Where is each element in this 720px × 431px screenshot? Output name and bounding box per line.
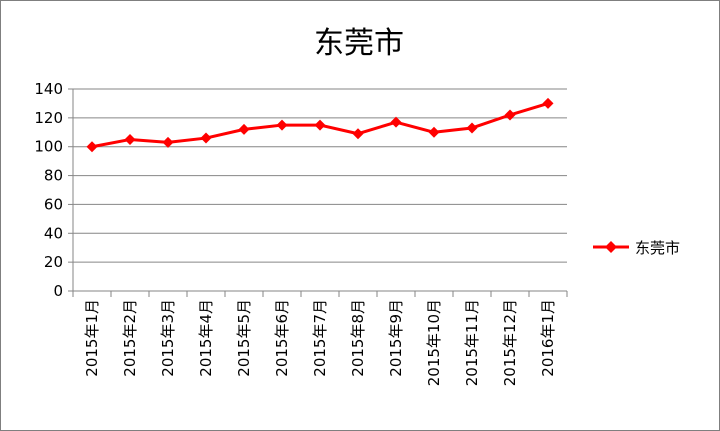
x-tick-label: 2015年3月: [159, 299, 177, 377]
data-point-marker: [200, 132, 212, 144]
y-tick-label: 0: [53, 282, 63, 300]
data-point-marker: [162, 136, 174, 148]
data-point-marker: [542, 97, 554, 109]
x-tick-label: 2015年2月: [121, 299, 139, 377]
data-point-marker: [428, 126, 440, 138]
data-point-marker: [276, 119, 288, 131]
y-tick-label: 60: [44, 195, 63, 213]
data-point-marker: [124, 134, 136, 145]
x-tick-label: 2015年12月: [501, 299, 519, 386]
y-tick-label: 20: [44, 253, 63, 271]
legend-marker: [605, 241, 617, 253]
legend-label: 东莞市: [635, 239, 680, 257]
x-tick-label: 2015年4月: [197, 299, 215, 377]
chart-title: 东莞市: [314, 26, 404, 61]
legend: 东莞市: [593, 239, 680, 257]
x-tick-label: 2015年1月: [83, 299, 101, 377]
x-tick-label: 2015年5月: [235, 299, 253, 377]
x-tick-label: 2015年9月: [387, 299, 405, 377]
y-tick-label: 100: [34, 138, 63, 156]
gridlines: [73, 88, 567, 292]
data-point-marker: [352, 128, 364, 140]
x-tick-label: 2015年7月: [311, 299, 329, 377]
axes: 0 20 40 60 80 100 120 140 2015年1月 2015年2月 2015年3月 2…: [34, 80, 568, 386]
data-point-marker: [466, 122, 478, 134]
y-tick-label: 40: [44, 224, 63, 242]
data-point-marker: [86, 141, 98, 153]
data-point-marker: [504, 109, 516, 121]
data-point-marker: [238, 123, 250, 135]
data-point-marker: [314, 119, 326, 131]
series-layer: [86, 97, 554, 153]
x-tick-label: 2015年11月: [463, 299, 481, 386]
y-tick-label: 120: [34, 109, 63, 127]
data-point-marker: [390, 116, 402, 128]
x-tick-label: 2015年6月: [273, 299, 291, 377]
y-tick-label: 140: [34, 80, 63, 98]
x-tick-label: 2015年8月: [349, 299, 367, 377]
x-tick-label: 2015年10月: [425, 299, 443, 386]
y-tick-label: 80: [44, 167, 63, 185]
x-tick-label: 2016年1月: [539, 299, 557, 377]
